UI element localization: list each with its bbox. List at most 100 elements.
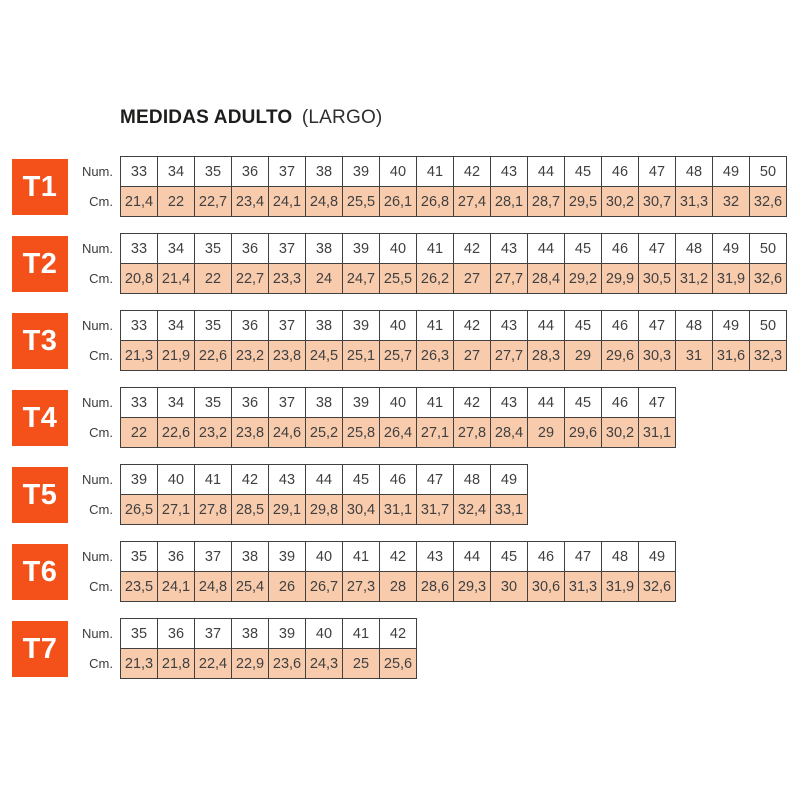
num-cell: 40 [379, 310, 417, 341]
cm-cell: 30,5 [638, 263, 676, 294]
cm-cell: 21,3 [120, 648, 158, 679]
num-cell: 49 [712, 156, 750, 187]
cm-cell: 24,3 [305, 648, 343, 679]
num-cell: 45 [564, 310, 602, 341]
cm-cell: 27,1 [157, 494, 195, 525]
num-cell: 33 [120, 387, 158, 418]
num-cell: 38 [231, 541, 269, 572]
num-cell: 41 [342, 541, 380, 572]
num-cell: 36 [231, 233, 269, 264]
cm-cell: 27,7 [490, 263, 528, 294]
cm-cell: 22 [157, 186, 195, 217]
cm-cell: 26,7 [305, 571, 343, 602]
num-cells: 35 36 37 38 39 40 41 42 43 44 45 46 47 48 49 [120, 541, 676, 572]
cm-cell: 28 [379, 571, 417, 602]
num-cell: 40 [305, 618, 343, 649]
cm-cell: 27,8 [453, 417, 491, 448]
cm-cell: 21,4 [120, 186, 158, 217]
num-cell: 33 [120, 156, 158, 187]
num-cells: 33 34 35 36 37 38 39 40 41 42 43 44 45 46 47 48 49 50 [120, 233, 787, 264]
cm-cell: 27,1 [416, 417, 454, 448]
num-cell: 43 [490, 233, 528, 264]
size-label-badge: T1 [12, 159, 68, 215]
num-row-label: Num. [81, 241, 113, 256]
cm-cell: 31,7 [416, 494, 454, 525]
num-cell: 42 [231, 464, 269, 495]
num-cells: 33 34 35 36 37 38 39 40 41 42 43 44 45 46 47 48 49 50 [120, 310, 787, 341]
cm-cell: 29,5 [564, 186, 602, 217]
cm-cell: 32,6 [749, 186, 787, 217]
size-table: Num. 33 34 35 36 37 38 39 40 41 42 43 44 45 46 47 48 49 5… [0, 156, 800, 217]
cm-cell: 30,6 [527, 571, 565, 602]
num-cell: 46 [379, 464, 417, 495]
cm-cell: 30,7 [638, 186, 676, 217]
cm-cell: 25 [342, 648, 380, 679]
num-row-label: Num. [81, 626, 113, 641]
cm-row: Cm. 23,5 24,1 24,8 25,4 26 26,7 27,3 28 28,6 29,3… [0, 571, 800, 602]
cm-row-label: Cm. [89, 194, 113, 209]
num-cell: 35 [194, 156, 232, 187]
cm-row-label: Cm. [89, 656, 113, 671]
num-cell: 47 [638, 233, 676, 264]
num-row-label: Num. [81, 164, 113, 179]
cm-cell: 25,7 [379, 340, 417, 371]
num-row: Num. 33 34 35 36 37 38 39 40 41 42 43 44 45 46 47 48 49 5… [0, 310, 800, 341]
num-cell: 39 [342, 387, 380, 418]
num-cell: 38 [231, 618, 269, 649]
cm-cell: 28,1 [490, 186, 528, 217]
num-cell: 33 [120, 310, 158, 341]
num-cell: 43 [490, 387, 528, 418]
cm-cell: 23,4 [231, 186, 269, 217]
cm-row: Cm. 26,5 27,1 27,8 28,5 29,1 29,8 30,4 31,1 31,7… [0, 494, 800, 525]
cm-cells: 20,8 21,4 22 22,7 23,3 24 24,7 25,5 26,2 27 27,7 28… [120, 263, 787, 294]
num-cell: 34 [157, 387, 195, 418]
num-cell: 45 [490, 541, 528, 572]
num-cell: 40 [379, 387, 417, 418]
num-cell: 43 [490, 156, 528, 187]
num-cell: 48 [675, 310, 713, 341]
num-cell: 38 [305, 156, 343, 187]
cm-cell: 26,8 [416, 186, 454, 217]
cm-cell: 28,3 [527, 340, 565, 371]
cm-row-label: Cm. [89, 579, 113, 594]
cm-cell: 30,4 [342, 494, 380, 525]
size-table-group: T2 Num. 33 34 35 36 37 38 39 40 41 42 43 44 45 46 47 48… [0, 233, 800, 295]
cm-cell: 23,8 [231, 417, 269, 448]
num-cell: 41 [194, 464, 232, 495]
cm-cells: 26,5 27,1 27,8 28,5 29,1 29,8 30,4 31,1 31,7 32,4… [120, 494, 528, 525]
cm-cell: 24,8 [194, 571, 232, 602]
cm-cell: 30,3 [638, 340, 676, 371]
page-title-suffix: (LARGO) [301, 107, 383, 128]
num-cell: 48 [453, 464, 491, 495]
num-cell: 50 [749, 156, 787, 187]
num-cell: 49 [712, 233, 750, 264]
num-row: Num. 39 40 41 42 43 44 45 46 47 48 49 [0, 464, 800, 495]
cm-cell: 32,6 [638, 571, 676, 602]
cm-cell: 32 [712, 186, 750, 217]
num-cell: 46 [601, 310, 639, 341]
cm-cell: 22,9 [231, 648, 269, 679]
size-tables: T1 Num. 33 34 35 36 37 38 39 40 41 42 43 44 45 46 47 48… [0, 156, 800, 680]
cm-cell: 24,5 [305, 340, 343, 371]
num-cell: 35 [120, 541, 158, 572]
cm-cells: 21,4 22 22,7 23,4 24,1 24,8 25,5 26,1 26,8 27,4 28… [120, 186, 787, 217]
num-cell: 42 [453, 233, 491, 264]
cm-row-label: Cm. [89, 502, 113, 517]
cm-cell: 28,4 [527, 263, 565, 294]
num-cell: 37 [268, 156, 306, 187]
cm-cell: 31,3 [675, 186, 713, 217]
cm-cell: 25,2 [305, 417, 343, 448]
size-table: Num. 33 34 35 36 37 38 39 40 41 42 43 44 45 46 47 48 49 5… [0, 310, 800, 371]
cm-cell: 31 [675, 340, 713, 371]
cm-cell: 22 [120, 417, 158, 448]
cm-cell: 22,6 [157, 417, 195, 448]
num-cells: 35 36 37 38 39 40 41 42 [120, 618, 417, 649]
cm-cell: 25,4 [231, 571, 269, 602]
num-row: Num. 35 36 37 38 39 40 41 42 43 44 45 46 47 48 49 [0, 541, 800, 572]
num-row-label: Num. [81, 472, 113, 487]
cm-cell: 23,2 [231, 340, 269, 371]
num-cell: 35 [120, 618, 158, 649]
num-cell: 38 [305, 310, 343, 341]
num-cell: 47 [638, 310, 676, 341]
